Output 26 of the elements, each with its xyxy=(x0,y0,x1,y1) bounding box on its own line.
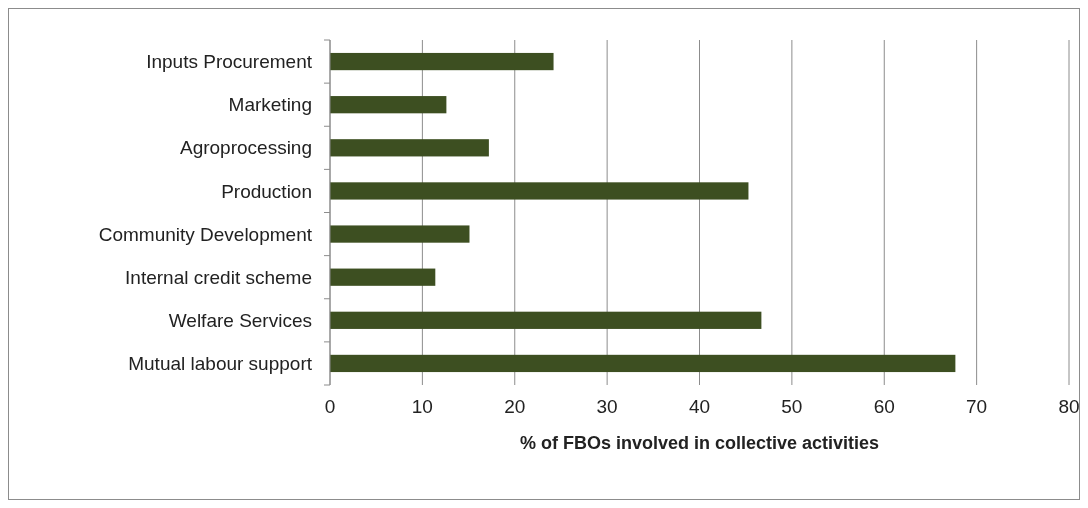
bar xyxy=(330,139,489,157)
y-tick-label: Inputs Procurement xyxy=(146,51,313,73)
bar xyxy=(330,354,956,373)
x-tick-label: 60 xyxy=(873,396,895,417)
y-tick-label: Marketing xyxy=(228,94,312,116)
bar xyxy=(330,311,762,329)
x-tick-label: 40 xyxy=(688,396,711,417)
x-axis-title: % of FBOs involved in collective activities xyxy=(519,433,880,453)
bar xyxy=(330,182,749,200)
y-tick-label: Agroprocessing xyxy=(179,137,312,159)
bar xyxy=(330,52,554,71)
bar xyxy=(330,225,470,243)
x-tick-label: 50 xyxy=(781,396,803,417)
y-tick-label: Mutual labour support xyxy=(128,353,313,375)
x-tick-label: 10 xyxy=(411,396,433,417)
y-tick-label: Internal credit scheme xyxy=(125,266,312,288)
y-tick-label: Welfare Services xyxy=(168,309,312,331)
y-tick-label: Production xyxy=(221,180,312,202)
bar xyxy=(330,268,436,286)
x-tick-label: 70 xyxy=(966,396,988,417)
bar xyxy=(330,96,447,114)
x-tick-label: 20 xyxy=(504,396,526,417)
x-tick-label: 80 xyxy=(1058,396,1080,417)
x-tick-label: 0 xyxy=(324,396,336,417)
x-tick-label: 30 xyxy=(596,396,618,417)
y-tick-label: Community Development xyxy=(98,223,313,245)
